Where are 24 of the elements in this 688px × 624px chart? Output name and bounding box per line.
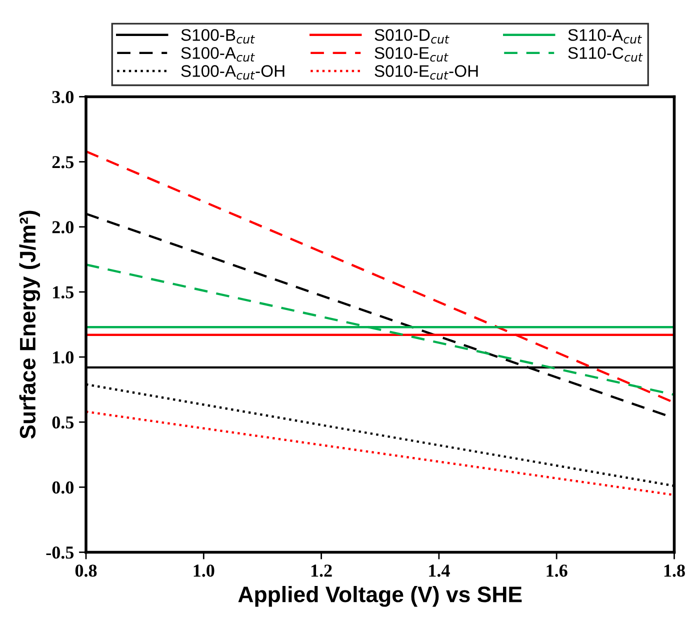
x-axis-title: Applied Voltage (V) vs SHE <box>238 586 522 607</box>
legend-label: S110-C$_{cut}$ <box>568 47 643 62</box>
x-tick-label: 1.6 <box>546 564 568 577</box>
y-tick-label: 1.0 <box>53 351 74 364</box>
y-tick-label: 1.5 <box>53 286 74 298</box>
x-tick-label: 1.8 <box>664 564 685 577</box>
y-tick-label: 0.5 <box>52 416 74 429</box>
x-tick-label: 1.0 <box>194 564 214 577</box>
y-tick-label: 0.0 <box>52 481 74 494</box>
y-axis-title: Surface Energy (J/m²) <box>19 210 40 439</box>
y-tick-label: -0.5 <box>46 546 74 559</box>
y-tick-label: 2.5 <box>52 156 74 168</box>
legend-label: S010-D$_{cut}$ <box>374 29 450 44</box>
legend-label: S100-A$_{cut}$ <box>181 47 255 62</box>
legend-label: S110-A$_{cut}$ <box>568 29 642 44</box>
x-tick-label: 1.2 <box>311 564 332 577</box>
x-tick-label: 0.8 <box>75 564 97 577</box>
y-tick-label: 2.0 <box>52 221 74 234</box>
legend-label: S100-B$_{cut}$ <box>181 29 255 44</box>
legend-label: S010-E$_{cut}$ <box>374 47 448 62</box>
legend-label: S010-E$_{cut}$-OH <box>374 65 478 80</box>
legend-label: S100-A$_{cut}$-OH <box>181 65 284 80</box>
y-tick-label: 3.0 <box>52 90 74 104</box>
x-tick-label: 1.4 <box>429 564 450 577</box>
